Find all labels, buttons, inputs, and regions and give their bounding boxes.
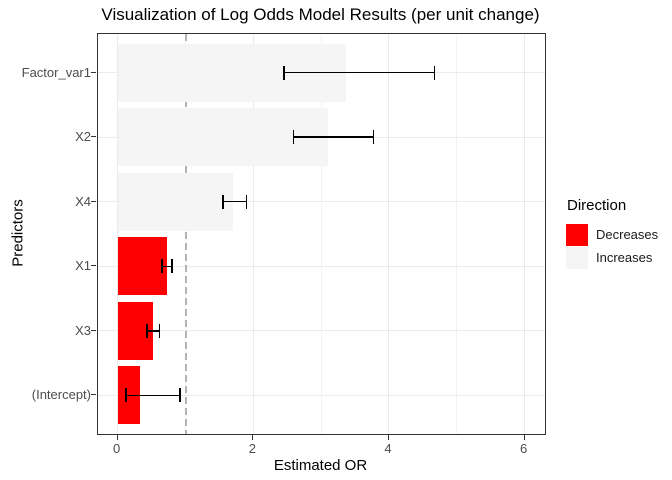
gridline-major-vertical (388, 34, 390, 434)
y-axis-tick (91, 136, 96, 138)
gridline-major-horizontal (98, 265, 545, 267)
legend-label: Increases (596, 250, 653, 265)
y-axis-tick (91, 265, 96, 267)
errorbar-cap-high (433, 65, 436, 80)
legend-item: Decreases (566, 223, 670, 246)
gridline-major-horizontal (98, 201, 545, 203)
x-axis-tick (523, 435, 525, 440)
legend-key-swatch (566, 246, 588, 269)
legend-item: Increases (566, 246, 670, 269)
x-axis-tick (252, 435, 254, 440)
x-axis-tick (387, 435, 389, 440)
errorbar-cap-low (125, 388, 127, 403)
errorbar-cap-low (161, 259, 163, 274)
x-tick-label: 2 (248, 441, 256, 456)
gridline-major-horizontal (98, 330, 545, 332)
errorbar-line (283, 71, 435, 74)
legend: Direction Decreases Increases (566, 197, 670, 269)
errorbar-cap-high (158, 323, 161, 338)
y-axis-title: Predictors (9, 199, 27, 267)
errorbar-cap-low (283, 65, 285, 80)
reference-line (184, 34, 187, 434)
legend-key-swatch (566, 223, 588, 246)
gridline-minor-vertical (320, 34, 322, 434)
y-tick-label: (Intercept) (31, 387, 91, 403)
errorbar-cap-high (171, 259, 173, 274)
y-axis-tick (91, 394, 96, 396)
errorbar-line (293, 136, 374, 138)
y-axis-tick (91, 329, 96, 331)
plot-title: Visualization of Log Odds Model Results … (101, 5, 540, 24)
y-tick-label: X2 (75, 129, 91, 145)
errorbar-cap-low (222, 194, 224, 209)
errorbar-cap-high (179, 388, 181, 403)
y-tick-label: X4 (75, 193, 91, 209)
errorbar-line (222, 200, 247, 203)
y-axis-tick (91, 71, 96, 73)
gridline-major-horizontal (98, 394, 545, 396)
y-tick-label: X3 (75, 322, 91, 338)
x-axis-title: Estimated OR (273, 457, 368, 474)
errorbar-cap-high (245, 194, 248, 209)
y-tick-label: X1 (75, 258, 91, 274)
gridline-minor-vertical (456, 34, 458, 434)
errorbar-line (146, 330, 160, 332)
x-tick-label: 0 (113, 441, 121, 456)
x-tick-label: 6 (520, 441, 528, 456)
gridline-major-vertical (524, 34, 526, 434)
bar (117, 172, 233, 231)
errorbar-cap-high (372, 130, 375, 145)
errorbar-line (125, 394, 181, 397)
legend-label: Decreases (596, 227, 659, 242)
gridline-major-vertical (117, 34, 119, 434)
y-axis-tick (91, 200, 96, 202)
legend-items: Decreases Increases (566, 223, 670, 269)
errorbar-cap-low (292, 130, 295, 145)
x-axis-tick (116, 435, 118, 440)
y-tick-label: Factor_var1 (21, 64, 91, 80)
plot-panel (97, 33, 546, 435)
legend-title: Direction (567, 197, 627, 214)
x-tick-label: 4 (384, 441, 392, 456)
gridline-major-vertical (252, 34, 254, 434)
errorbar-cap-low (146, 323, 148, 338)
errorbar-line (161, 265, 172, 267)
bar (117, 237, 168, 296)
